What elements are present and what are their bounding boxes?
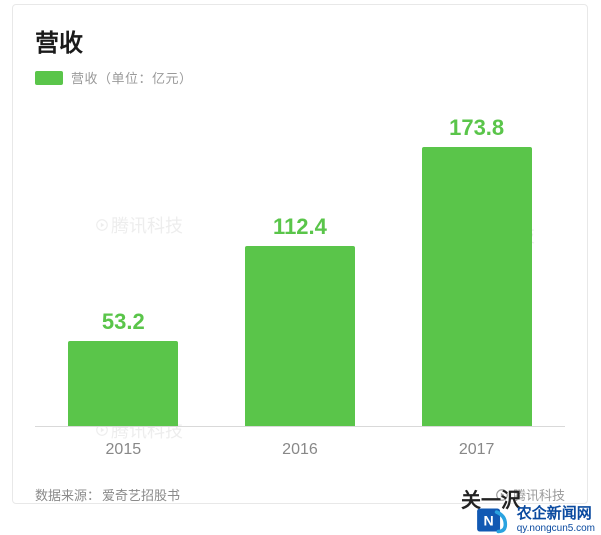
x-axis-label: 2017: [388, 441, 565, 459]
bar-value-label: 53.2: [102, 309, 145, 335]
bar-group: 173.8: [388, 115, 565, 427]
x-axis-line: [35, 426, 565, 427]
x-axis-labels: 201520162017: [35, 441, 565, 459]
plot-area: 腾讯科技 腾讯科技 腾讯科技 53.2112.4173.8: [35, 97, 565, 427]
site-brand-cn: 农企新闻网: [517, 506, 595, 523]
bar-value-label: 173.8: [449, 115, 504, 141]
chart-title: 营收: [35, 23, 565, 58]
bar-group: 53.2: [35, 309, 212, 427]
site-logo-icon: N: [475, 505, 511, 535]
x-axis-label: 2016: [212, 441, 389, 459]
site-brand-url: qy.nongcun5.com: [517, 523, 595, 534]
chart-card: 营收 营收（单位：亿元） 腾讯科技 腾讯科技 腾讯科技 53.2112.4173…: [12, 4, 588, 504]
bar-value-label: 112.4: [273, 214, 327, 240]
bar: [245, 246, 355, 427]
legend-label: 营收（单位：亿元）: [71, 68, 193, 87]
bar: [68, 341, 178, 427]
site-brand: N 农企新闻网 qy.nongcun5.com: [475, 505, 595, 535]
source-label: 数据来源：: [35, 485, 100, 504]
bars-container: 53.2 112.4 173.8: [35, 97, 565, 427]
source-value: 爱奇艺招股书: [102, 485, 180, 504]
x-axis-label: 2015: [35, 441, 212, 459]
chart-legend: 营收（单位：亿元）: [35, 68, 565, 87]
bar: [422, 147, 532, 427]
legend-swatch: [35, 71, 63, 85]
bar-group: 112.4: [212, 214, 389, 427]
svg-text:N: N: [483, 512, 493, 528]
